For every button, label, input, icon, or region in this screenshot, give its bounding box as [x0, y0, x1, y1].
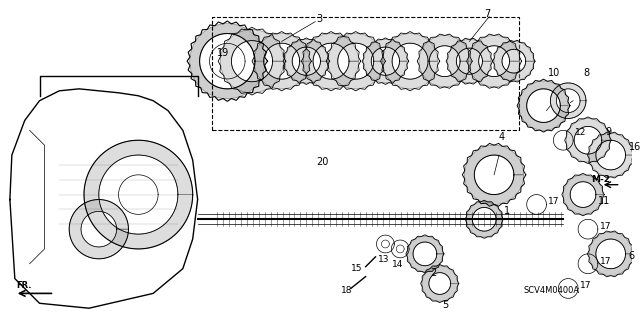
Polygon shape — [189, 24, 265, 99]
Polygon shape — [494, 41, 534, 81]
Polygon shape — [10, 89, 198, 308]
Text: 12: 12 — [575, 128, 586, 137]
Text: 10: 10 — [548, 68, 561, 78]
Polygon shape — [220, 30, 284, 93]
Polygon shape — [69, 199, 129, 259]
Text: 17: 17 — [600, 222, 611, 231]
Polygon shape — [328, 33, 383, 89]
Text: M-2: M-2 — [591, 175, 610, 184]
Polygon shape — [419, 35, 470, 87]
Text: FR.: FR. — [16, 281, 31, 291]
Text: 13: 13 — [378, 255, 389, 264]
Text: 19: 19 — [218, 48, 230, 58]
Polygon shape — [407, 236, 443, 272]
Polygon shape — [383, 33, 438, 89]
Polygon shape — [447, 40, 491, 83]
Polygon shape — [519, 81, 568, 130]
Polygon shape — [563, 175, 603, 214]
Text: 3: 3 — [316, 14, 323, 24]
Text: 17: 17 — [600, 257, 611, 266]
Polygon shape — [468, 35, 520, 87]
Polygon shape — [84, 140, 193, 249]
Polygon shape — [285, 40, 328, 83]
Polygon shape — [566, 118, 610, 162]
Text: 7: 7 — [484, 9, 490, 19]
Text: 17: 17 — [548, 197, 560, 206]
Text: 20: 20 — [316, 157, 328, 167]
Text: 9: 9 — [605, 127, 612, 137]
Text: 6: 6 — [628, 251, 635, 261]
Text: SCV4M0400A: SCV4M0400A — [524, 286, 580, 295]
Polygon shape — [589, 232, 632, 276]
Polygon shape — [303, 33, 358, 89]
Text: 15: 15 — [351, 264, 362, 273]
Text: 8: 8 — [583, 68, 589, 78]
Polygon shape — [254, 33, 309, 89]
Polygon shape — [465, 145, 524, 204]
Text: 11: 11 — [598, 197, 610, 206]
Text: 1: 1 — [504, 206, 510, 216]
Text: 14: 14 — [392, 260, 404, 269]
Text: 18: 18 — [341, 286, 353, 295]
Bar — [212, 17, 519, 130]
Text: 4: 4 — [499, 132, 505, 142]
Polygon shape — [364, 40, 407, 83]
Text: 16: 16 — [628, 142, 640, 152]
Text: 17: 17 — [580, 281, 591, 291]
Polygon shape — [422, 266, 458, 301]
Text: 5: 5 — [442, 300, 448, 310]
Polygon shape — [550, 83, 586, 118]
Text: 2: 2 — [430, 268, 436, 278]
Polygon shape — [589, 133, 632, 177]
Polygon shape — [467, 202, 502, 237]
